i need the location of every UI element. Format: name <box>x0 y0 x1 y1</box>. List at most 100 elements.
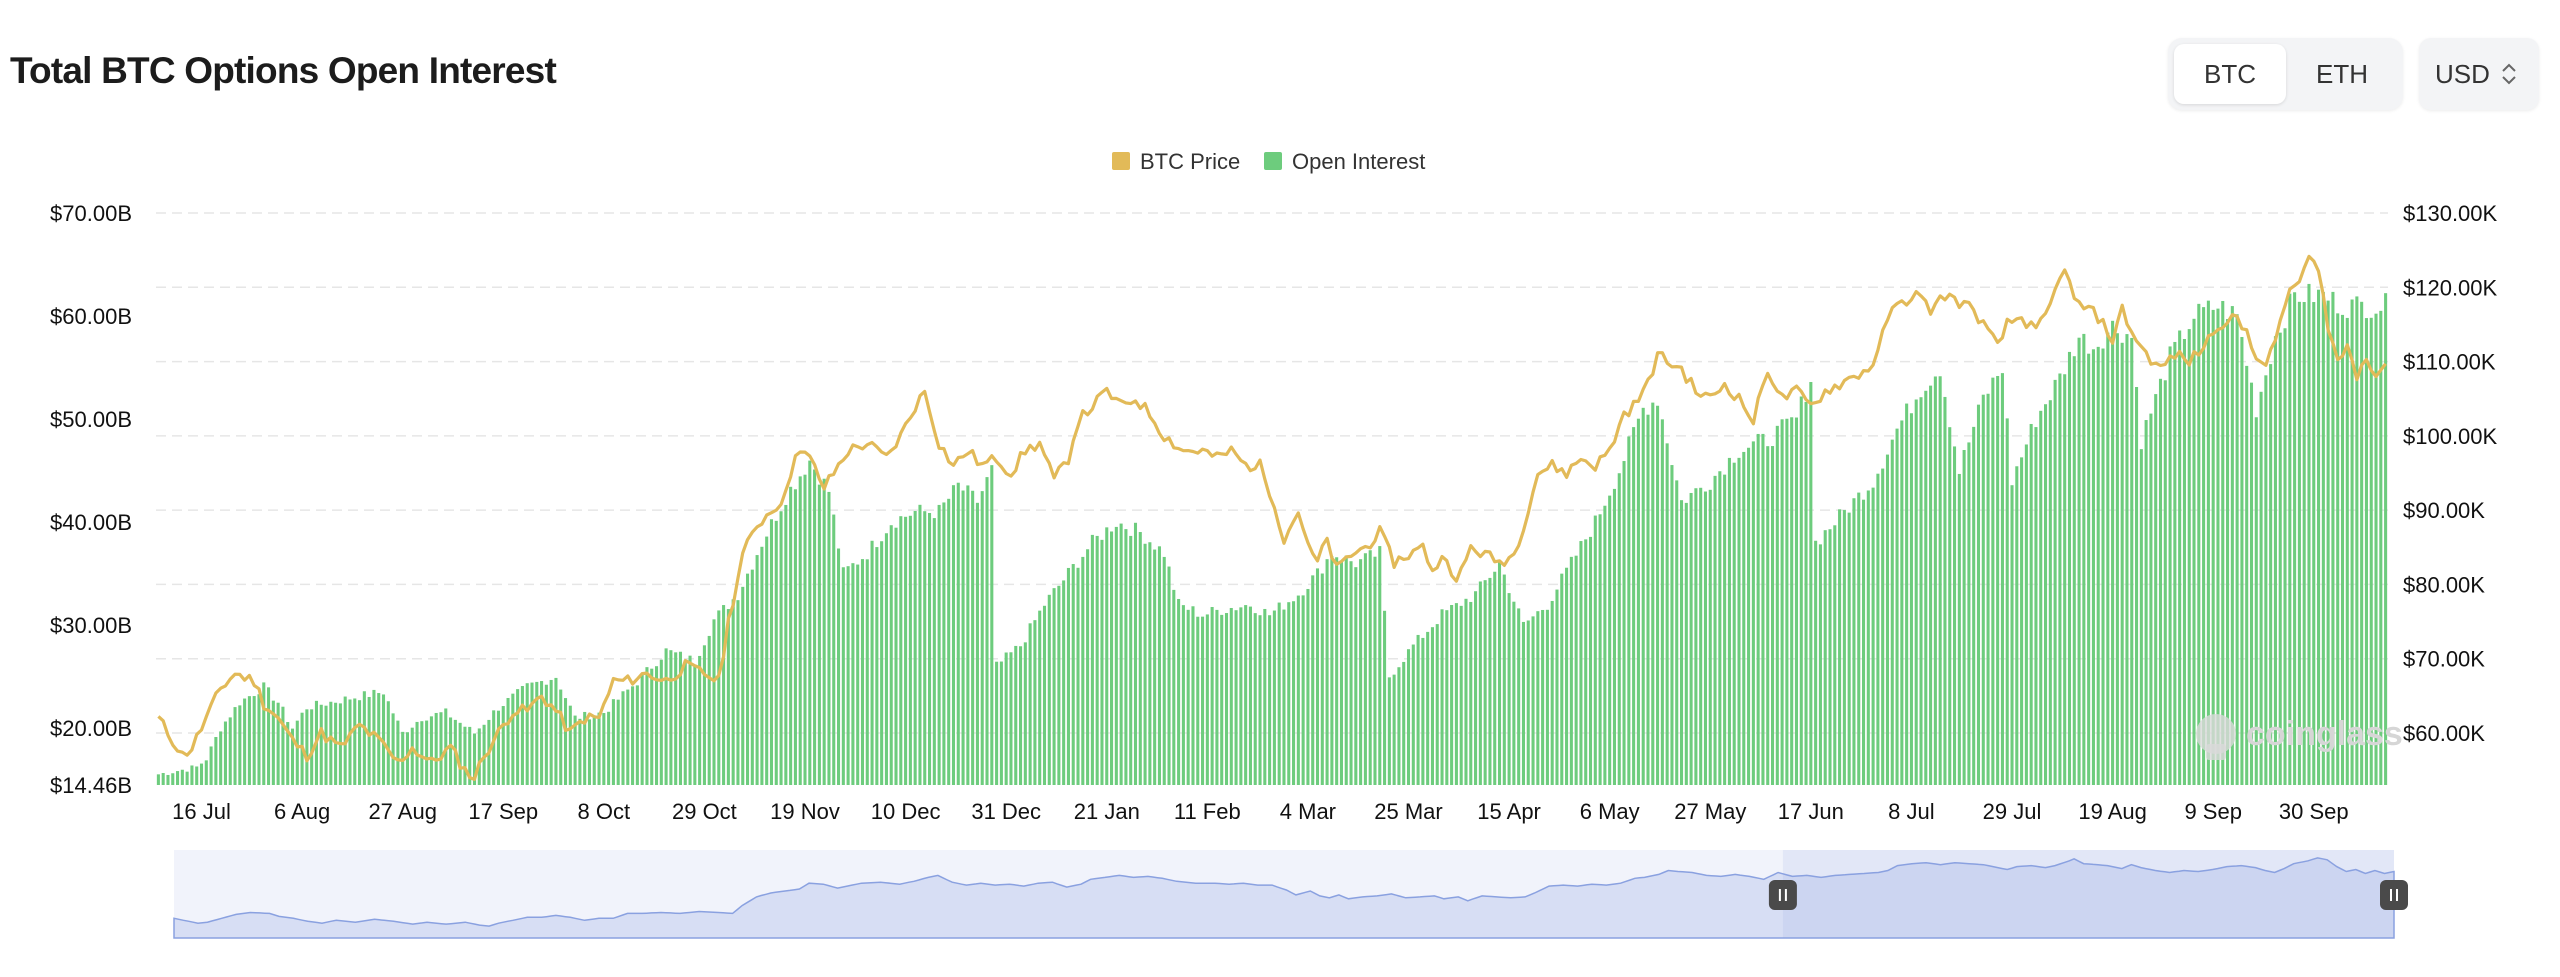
oi-bar <box>1311 575 1315 785</box>
oi-bar <box>1129 535 1133 785</box>
oi-bar <box>1833 525 1837 785</box>
tab-btc[interactable]: BTC <box>2174 44 2286 104</box>
oi-bar <box>1138 532 1142 785</box>
oi-bar <box>2288 293 2292 785</box>
legend-label-oi[interactable]: Open Interest <box>1292 149 1425 174</box>
oi-bar <box>2202 307 2206 785</box>
oi-bar <box>358 700 362 785</box>
legend-label-price[interactable]: BTC Price <box>1140 149 1240 174</box>
oi-bar <box>2317 289 2321 785</box>
tab-eth[interactable]: ETH <box>2316 58 2368 89</box>
oi-bar <box>918 504 922 785</box>
range-navigator[interactable] <box>173 850 2408 939</box>
currency-select[interactable]: USD <box>2419 38 2539 110</box>
oi-bar <box>683 660 687 785</box>
oi-bar <box>1641 407 1645 785</box>
oi-bar <box>1550 600 1554 785</box>
oi-bar <box>659 659 663 785</box>
oi-bar <box>995 661 999 785</box>
oi-bar <box>621 691 625 785</box>
oi-bar <box>1579 541 1583 785</box>
oi-bar <box>2350 299 2354 785</box>
oi-bar <box>1588 536 1593 785</box>
oi-bar <box>774 520 778 785</box>
oi-bar <box>1876 473 1880 785</box>
navigator-handle-left[interactable] <box>1768 880 1797 910</box>
oi-bar <box>482 724 486 785</box>
oi-bar <box>391 713 395 785</box>
oi-bar <box>1344 555 1348 785</box>
oi-bar <box>262 682 266 785</box>
oi-bar <box>1785 418 1789 785</box>
oi-bar <box>1177 598 1181 785</box>
oi-bar <box>2355 296 2359 785</box>
oi-bar <box>1119 523 1123 785</box>
oi-bar <box>1684 502 1688 785</box>
x-tick-label: 31 Dec <box>971 799 1041 824</box>
oi-bar <box>1162 556 1166 785</box>
oi-bar <box>310 709 314 785</box>
oi-bar <box>616 699 620 785</box>
oi-bar <box>1450 605 1454 785</box>
right-axis: $60.00K $70.00K $80.00K $90.00K $100.00K $110… <box>2403 201 2498 746</box>
oi-bar <box>1890 439 1894 785</box>
oi-bar <box>214 737 218 785</box>
oi-bar <box>219 731 223 785</box>
oi-bar <box>1110 531 1114 785</box>
oi-bar <box>750 569 754 785</box>
oi-bar <box>736 600 740 785</box>
oi-bar <box>511 693 515 785</box>
page-title: Total BTC Options Open Interest <box>10 50 557 91</box>
oi-bar <box>1497 562 1502 785</box>
oi-bar <box>1991 377 1995 785</box>
oi-bar <box>252 696 256 785</box>
oi-bar <box>1617 473 1621 785</box>
oi-bar <box>1565 567 1569 785</box>
oi-bar <box>592 715 596 785</box>
oi-bar <box>1842 510 1846 785</box>
oi-bar <box>1076 567 1080 785</box>
x-tick-label: 21 Jan <box>1074 799 1140 824</box>
oi-bar <box>2226 319 2230 785</box>
oi-bar <box>1770 446 1775 785</box>
oi-bar <box>1052 588 1056 785</box>
oi-bar <box>501 706 505 785</box>
oi-bar <box>1402 661 1406 785</box>
oi-bar <box>1009 652 1013 785</box>
oi-bar <box>2115 333 2119 785</box>
oi-bar <box>1181 605 1185 785</box>
oi-bar <box>2369 317 2373 785</box>
right-tick-label: $90.00K <box>2403 498 2485 523</box>
oi-bar <box>693 664 697 785</box>
oi-bar <box>1656 405 1660 785</box>
oi-bar <box>367 696 371 785</box>
oi-bar <box>1670 465 1674 785</box>
oi-bar <box>722 605 726 785</box>
oi-bar <box>1823 530 1827 785</box>
oi-bar <box>1210 607 1214 785</box>
x-tick-label: 17 Jun <box>1778 799 1844 824</box>
oi-bar <box>520 686 524 785</box>
oi-bar <box>2379 310 2383 785</box>
oi-bar <box>1258 615 1262 785</box>
x-tick-label: 9 Sep <box>2184 799 2242 824</box>
oi-bar <box>2178 330 2182 785</box>
x-tick-label: 29 Oct <box>672 799 737 824</box>
oi-bar <box>166 774 170 785</box>
oi-bar <box>1723 474 1727 785</box>
oi-bar <box>1014 645 1018 785</box>
oi-bar <box>1004 652 1008 785</box>
oi-bar <box>913 510 917 785</box>
oi-bar <box>841 567 845 785</box>
navigator-handle-right[interactable] <box>2380 880 2408 910</box>
oi-bar <box>597 712 601 785</box>
oi-bar <box>746 573 750 785</box>
oi-bar <box>1028 623 1032 785</box>
oi-bar <box>865 559 869 785</box>
oi-bar <box>2364 318 2368 785</box>
oi-bar <box>559 689 563 785</box>
oi-bar <box>1416 634 1420 785</box>
oi-bar <box>1536 611 1540 785</box>
oi-bar <box>1933 376 1937 785</box>
x-axis: 16 Jul 6 Aug 27 Aug 17 Sep 8 Oct 29 Oct 19 Nov… <box>172 799 2349 824</box>
